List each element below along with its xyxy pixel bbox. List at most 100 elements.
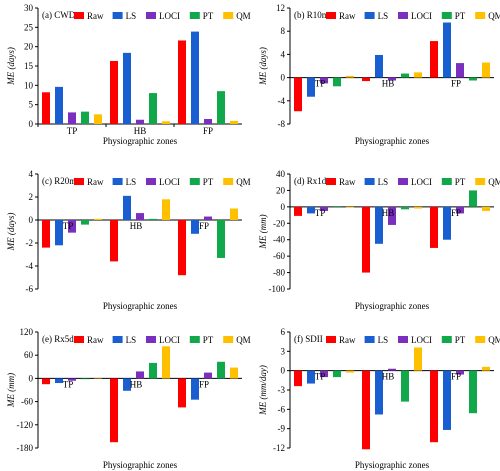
y-axis-label: ME (mm) (6, 373, 16, 408)
bar-loci-fp (456, 206, 464, 214)
bar-pt-tp (333, 77, 341, 87)
bar-loci-tp (320, 370, 328, 378)
legend-label-qm: QM (236, 177, 251, 187)
bar-raw-tp (42, 378, 50, 385)
bar-qm-tp (346, 206, 354, 208)
bar-raw-hb (362, 370, 370, 450)
y-tick-label: 120 (20, 327, 34, 337)
bar-raw-tp (294, 77, 302, 112)
legend-label-loci: LOCI (159, 335, 180, 345)
bar-ls-fp (443, 22, 451, 78)
x-tick-label: HB (130, 379, 143, 389)
y-tick-label: -9 (278, 424, 286, 434)
y-axis-label: ME (mm) (258, 214, 268, 249)
bar-pt-tp (81, 220, 89, 225)
bar-pt-hb (149, 93, 157, 124)
panel-label: (c) R20mm (42, 176, 83, 186)
legend-swatch-raw (74, 336, 84, 343)
y-tick-label: -4 (278, 96, 286, 106)
chart-panel-5: -180 -120 -60 0 60 120 ME (mm) Physiographic zo… (6, 327, 251, 470)
bar-raw-fp (178, 378, 186, 408)
legend-swatch-ls (364, 336, 375, 343)
bar-pt-hb (401, 206, 409, 210)
legend-label-loci: LOCI (159, 177, 180, 187)
bar-raw-fp (430, 41, 438, 78)
x-tick-label: HB (134, 126, 147, 136)
bar-loci-fp (456, 63, 464, 78)
bar-qm-hb (162, 346, 170, 379)
panel-label: (a) CWD (42, 10, 76, 20)
x-tick-label: HB (382, 79, 395, 89)
chart-panel-6: -12 -9 -6 -3 0 3 6 ME (mm/day) Physiographic zon… (258, 327, 500, 470)
bar-loci-hb (136, 119, 144, 124)
y-tick-label: -2 (26, 238, 34, 248)
legend-swatch-loci (146, 336, 156, 343)
y-tick-label: -80 (273, 268, 285, 278)
legend-label-raw: Raw (339, 11, 356, 21)
legend-swatch-loci (146, 178, 156, 185)
y-tick-label: 25 (24, 22, 34, 32)
bar-raw-hb (362, 77, 370, 82)
bar-loci-fp (204, 372, 212, 379)
x-axis-label: Physiographic zones (103, 460, 178, 470)
y-tick-label: 6 (281, 327, 286, 337)
bar-raw-fp (430, 370, 438, 443)
legend-swatch-loci (398, 12, 408, 19)
x-tick-label: TP (315, 79, 326, 89)
bar-qm-hb (162, 199, 170, 220)
bar-pt-tp (333, 370, 341, 378)
bar-qm-fp (230, 367, 238, 379)
y-tick-label: -4 (26, 261, 34, 271)
legend-swatch-loci (398, 336, 408, 343)
legend-swatch-pt (441, 336, 452, 343)
bar-pt-tp (333, 206, 341, 208)
legend-label-qm: QM (236, 335, 251, 345)
bar-loci-tp (68, 220, 76, 233)
x-tick-label: HB (382, 372, 395, 382)
chart-panel-1: 0 5 10 15 20 25 30 ME (days) Physiographic zones… (6, 3, 251, 146)
legend-label-pt: PT (455, 335, 466, 345)
x-tick-label: FP (451, 208, 461, 218)
y-tick-label: -120 (17, 420, 34, 430)
bar-ls-fp (191, 378, 199, 400)
bar-loci-tp (320, 206, 328, 211)
legend-swatch-raw (326, 12, 336, 19)
bar-loci-fp (204, 118, 212, 124)
bar-raw-hb (362, 206, 370, 273)
bar-raw-fp (430, 206, 438, 248)
legend-label-pt: PT (455, 11, 466, 21)
bar-raw-fp (178, 220, 186, 276)
legend-swatch-raw (74, 12, 84, 19)
bar-loci-hb (388, 206, 396, 225)
bar-loci-tp (68, 112, 76, 124)
bar-raw-fp (178, 40, 186, 125)
bar-pt-hb (149, 362, 157, 379)
bar-pt-fp (217, 220, 225, 258)
bar-loci-tp (320, 77, 328, 84)
bar-qm-hb (414, 206, 422, 209)
legend-swatch-raw (326, 178, 336, 185)
x-tick-label: FP (203, 126, 213, 136)
y-axis-label: ME (days) (6, 47, 16, 86)
legend-swatch-qm (223, 336, 234, 343)
x-tick-label: TP (63, 221, 74, 231)
bar-ls-fp (191, 31, 199, 124)
y-tick-label: -60 (21, 397, 33, 407)
bar-loci-fp (204, 216, 212, 220)
y-tick-label: 0 (29, 373, 34, 383)
bar-ls-hb (123, 52, 131, 124)
y-tick-label: 30 (24, 3, 34, 13)
y-tick-label: 60 (24, 350, 34, 360)
y-tick-label: 20 (24, 42, 34, 52)
x-axis-label: Physiographic zones (103, 136, 178, 146)
x-tick-label: TP (63, 379, 74, 389)
legend-label-pt: PT (203, 177, 214, 187)
y-tick-label: 0 (29, 215, 34, 225)
y-axis-label: ME (days) (258, 47, 268, 86)
bar-ls-tp (307, 370, 315, 384)
bar-qm-tp (94, 114, 102, 124)
x-tick-label: HB (130, 221, 143, 231)
bar-loci-tp (68, 378, 76, 381)
x-axis-label: Physiographic zones (355, 301, 430, 311)
bar-qm-fp (482, 62, 490, 78)
